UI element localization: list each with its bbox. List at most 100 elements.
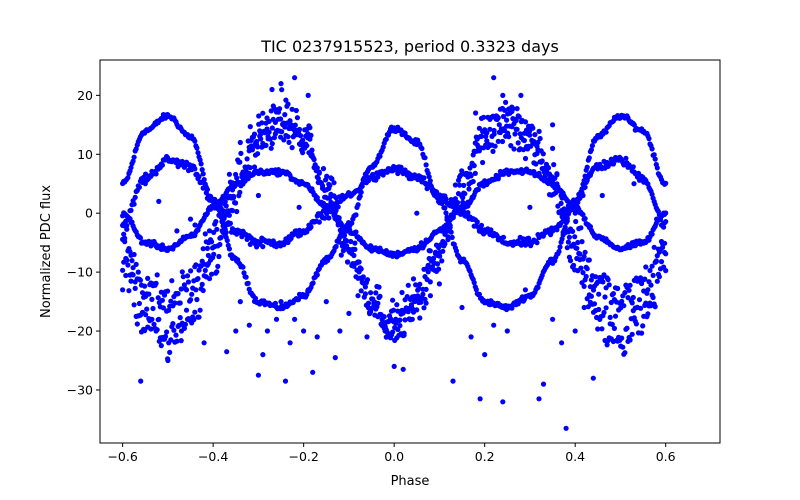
data-point <box>224 237 230 244</box>
data-point <box>199 281 205 287</box>
data-point <box>423 300 429 306</box>
data-point <box>372 312 378 318</box>
data-point <box>486 141 492 148</box>
data-point <box>244 173 250 179</box>
data-point <box>148 326 154 332</box>
data-point <box>334 199 340 205</box>
data-point <box>158 343 164 349</box>
data-point <box>452 182 458 188</box>
y-axis-label: Normalized PDC flux <box>39 185 54 318</box>
data-point <box>243 168 249 174</box>
x-axis-label: Phase <box>391 474 430 489</box>
data-point <box>255 144 261 150</box>
data-point <box>255 151 261 157</box>
data-point <box>314 165 320 171</box>
data-point <box>652 156 658 162</box>
data-point <box>629 300 635 306</box>
data-point <box>162 333 169 340</box>
data-point <box>534 240 540 246</box>
data-point <box>399 289 405 296</box>
data-point <box>240 264 246 270</box>
data-point <box>376 294 382 301</box>
data-point <box>651 244 657 250</box>
data-point <box>129 258 135 264</box>
data-point <box>658 259 665 265</box>
data-point <box>476 125 482 131</box>
data-point <box>202 267 208 273</box>
data-point <box>425 269 431 275</box>
data-point <box>474 219 480 225</box>
data-point <box>423 286 429 292</box>
data-point <box>453 202 459 208</box>
data-point <box>450 378 456 384</box>
data-point <box>285 134 291 140</box>
data-point <box>663 219 669 225</box>
data-point <box>188 297 194 303</box>
data-point <box>244 156 250 162</box>
data-point <box>323 177 329 183</box>
data-point <box>458 172 464 178</box>
data-point <box>654 165 660 171</box>
data-point <box>433 268 440 274</box>
data-point <box>226 246 232 252</box>
data-point <box>426 174 432 180</box>
data-point <box>653 258 659 265</box>
data-point <box>316 170 322 176</box>
data-point <box>496 122 502 128</box>
data-point <box>381 314 387 320</box>
data-point <box>368 290 374 296</box>
data-point <box>206 276 213 282</box>
data-point <box>245 280 251 286</box>
data-point <box>580 192 586 199</box>
data-point <box>574 255 580 262</box>
data-point <box>357 193 363 199</box>
data-point <box>409 316 415 322</box>
data-point <box>178 328 185 334</box>
data-point <box>362 284 368 290</box>
data-point <box>165 357 171 364</box>
data-point <box>624 325 630 331</box>
data-point <box>627 282 633 288</box>
data-point <box>609 321 615 327</box>
data-point <box>218 234 224 241</box>
data-point <box>587 284 594 290</box>
data-point <box>130 158 136 164</box>
data-point <box>177 315 183 321</box>
data-point <box>134 321 140 327</box>
data-point <box>567 258 574 264</box>
data-point <box>566 234 573 240</box>
data-point <box>260 110 266 116</box>
data-point <box>457 182 463 188</box>
data-point <box>355 275 361 281</box>
data-point <box>509 104 515 110</box>
data-point <box>492 143 498 149</box>
data-point <box>269 86 275 93</box>
data-point <box>577 251 583 257</box>
data-point <box>538 148 544 154</box>
data-point <box>179 269 185 275</box>
data-point <box>578 225 584 231</box>
data-point <box>504 117 510 123</box>
data-point <box>575 239 581 246</box>
data-point <box>584 266 590 272</box>
data-point <box>550 145 556 151</box>
data-point <box>376 284 382 290</box>
data-point <box>196 267 202 273</box>
data-point <box>142 328 148 334</box>
data-point <box>133 261 139 267</box>
data-point <box>336 239 342 245</box>
data-point <box>332 355 338 361</box>
data-point <box>472 170 478 176</box>
data-point <box>156 198 162 204</box>
data-point <box>269 141 275 147</box>
data-point <box>289 145 295 151</box>
data-point <box>181 282 187 288</box>
data-point <box>252 295 259 301</box>
data-point <box>495 115 501 121</box>
data-point <box>588 147 595 153</box>
data-point <box>588 277 595 283</box>
data-point <box>247 124 253 130</box>
data-point <box>132 285 138 291</box>
data-point <box>315 175 321 181</box>
